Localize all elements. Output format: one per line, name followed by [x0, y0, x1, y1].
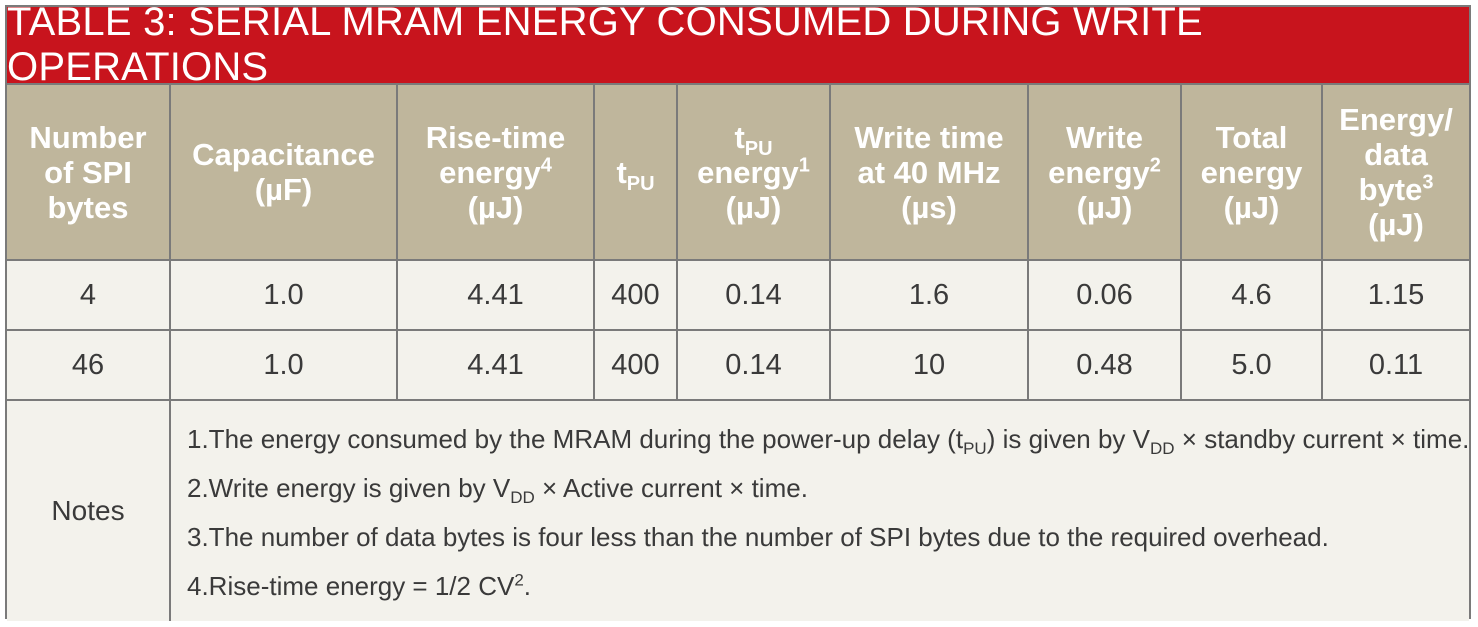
cell-total-energy: 4.6: [1180, 259, 1323, 331]
table-title: TABLE 3: SERIAL MRAM ENERGY CONSUMED DUR…: [7, 0, 1469, 89]
header-energy-per-byte: Energy/ data byte3 (µJ): [1321, 85, 1469, 261]
cell-tpu: 400: [593, 259, 678, 331]
notes-row: Notes 1.The energy consumed by the MRAM …: [7, 399, 1470, 621]
table-row: 4 1.0 4.41 400 0.14 1.6 0.06 4.6 1.15: [7, 259, 1469, 331]
note-4: 4.Rise-time energy = 1/2 CV2.: [187, 570, 532, 601]
note-2: 2.Write energy is given by VDD × Active …: [187, 473, 808, 508]
header-write-energy: Write energy2 (µJ): [1027, 85, 1182, 261]
header-row: Number of SPI bytes Capacitance (µF) Ris…: [7, 85, 1469, 261]
header-rise-time-energy: Rise-time energy4 (µJ): [396, 85, 595, 261]
cell-total-energy: 5.0: [1180, 329, 1323, 401]
cell-write-energy: 0.06: [1027, 259, 1182, 331]
cell-spi-bytes: 46: [7, 329, 171, 401]
cell-energy-per-byte: 1.15: [1321, 259, 1469, 331]
table-frame: TABLE 3: SERIAL MRAM ENERGY CONSUMED DUR…: [5, 0, 1471, 621]
cell-tpu-energy: 0.14: [676, 329, 831, 401]
header-tpu: tPU: [593, 85, 678, 261]
header-tpu-energy: tPU energy1 (µJ): [676, 85, 831, 261]
header-spi-bytes: Number of SPI bytes: [7, 85, 171, 261]
cell-rise-time-energy: 4.41: [396, 259, 595, 331]
cell-spi-bytes: 4: [7, 259, 171, 331]
cell-energy-per-byte: 0.11: [1321, 329, 1469, 401]
cell-tpu: 400: [593, 329, 678, 401]
cell-write-time: 1.6: [829, 259, 1029, 331]
notes-label: Notes: [7, 399, 171, 621]
header-write-time: Write time at 40 MHz (µs): [829, 85, 1029, 261]
cell-capacitance: 1.0: [169, 329, 398, 401]
cell-capacitance: 1.0: [169, 259, 398, 331]
note-1: 1.The energy consumed by the MRAM during…: [187, 424, 1470, 459]
cell-write-time: 10: [829, 329, 1029, 401]
header-total-energy: Total energy (µJ): [1180, 85, 1323, 261]
header-capacitance: Capacitance (µF): [169, 85, 398, 261]
cell-rise-time-energy: 4.41: [396, 329, 595, 401]
energy-table: Number of SPI bytes Capacitance (µF) Ris…: [7, 85, 1469, 621]
cell-write-energy: 0.48: [1027, 329, 1182, 401]
note-3: 3.The number of data bytes is four less …: [187, 522, 1329, 552]
notes-list: 1.The energy consumed by the MRAM during…: [169, 399, 1470, 621]
cell-tpu-energy: 0.14: [676, 259, 831, 331]
table-row: 46 1.0 4.41 400 0.14 10 0.48 5.0 0.11: [7, 329, 1469, 401]
